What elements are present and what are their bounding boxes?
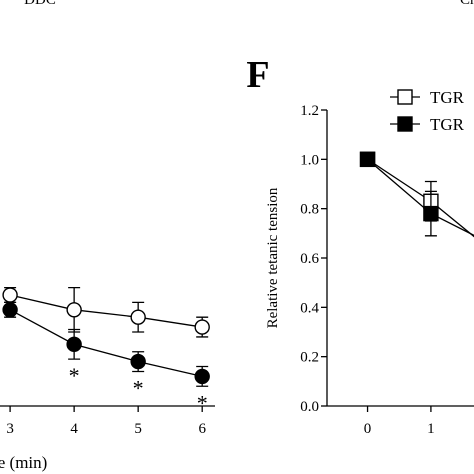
y-tick-label: 1.2	[300, 103, 319, 119]
significance-marker: *	[133, 375, 144, 400]
marker	[66, 336, 82, 353]
marker	[194, 319, 210, 335]
panel-label: F	[246, 54, 269, 96]
x-tick-label: 1	[427, 421, 435, 437]
left-title: DDC	[24, 0, 56, 8]
x-tick-label: 5	[134, 421, 142, 437]
marker	[2, 287, 18, 303]
x-axis-label: Time (min)	[0, 453, 47, 472]
marker	[194, 368, 210, 385]
x-tick-label: 6	[198, 421, 206, 437]
y-tick-label: 0.8	[300, 202, 319, 218]
y-tick-label: 1.0	[300, 152, 319, 168]
marker	[130, 353, 146, 370]
marker	[423, 205, 439, 222]
y-tick-label: 0.2	[300, 350, 319, 366]
y-axis-label: Relative tetanic tension	[265, 187, 281, 328]
x-tick-label: 0	[364, 421, 372, 437]
x-tick-label: 4	[70, 421, 78, 437]
marker	[130, 309, 146, 325]
y-tick-label: 0.4	[300, 300, 319, 316]
x-tick-label: 3	[6, 421, 14, 437]
series-line	[367, 158, 474, 237]
marker	[359, 151, 376, 168]
legend-marker	[397, 89, 413, 105]
right-title: Chow	[460, 0, 474, 8]
significance-marker: *	[197, 390, 208, 415]
series-line	[9, 294, 203, 328]
legend-label: TGR	[430, 115, 465, 134]
y-tick-label: 0.6	[300, 251, 319, 267]
marker	[2, 302, 18, 318]
legend-marker	[397, 116, 413, 132]
y-tick-label: 0.0	[300, 399, 319, 415]
marker	[66, 302, 82, 318]
legend-label: TGR	[430, 88, 465, 107]
significance-marker: *	[69, 363, 80, 388]
series-line	[9, 309, 203, 378]
